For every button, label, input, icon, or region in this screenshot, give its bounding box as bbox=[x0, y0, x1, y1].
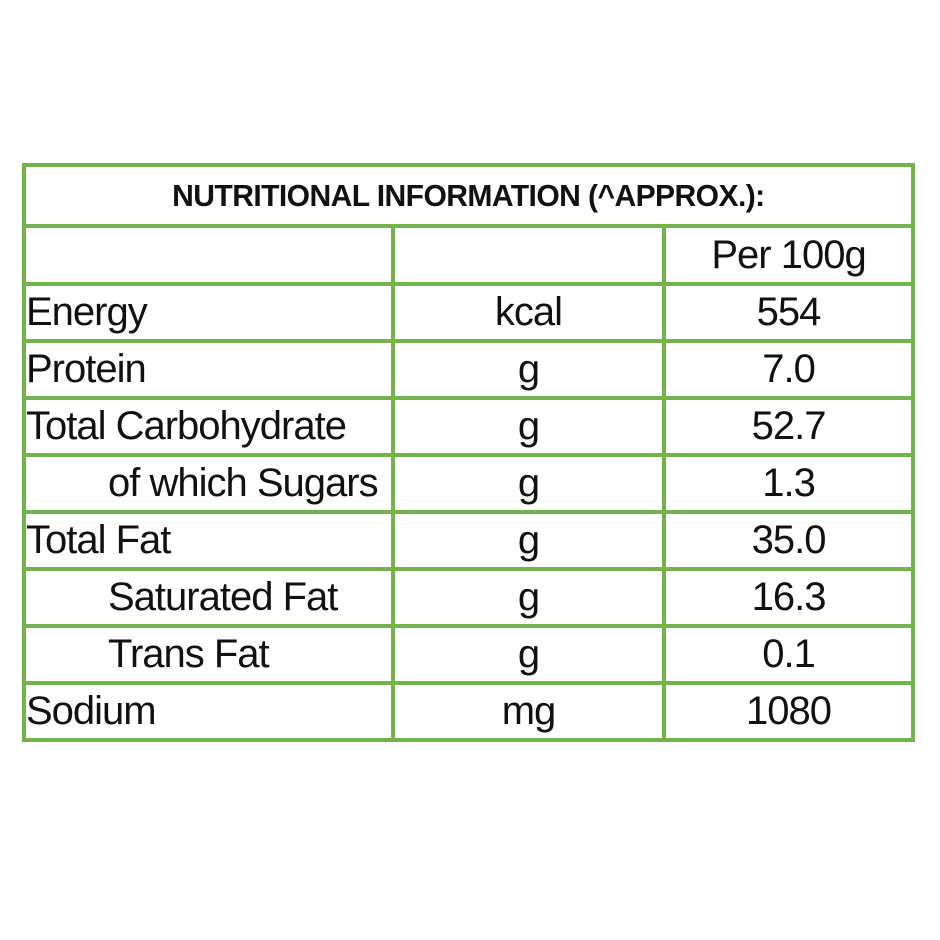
row-unit: g bbox=[390, 453, 667, 514]
table-row: Total Carbohydrate g 52.7 bbox=[22, 396, 915, 457]
table-title: NUTRITIONAL INFORMATION (^APPROX.): bbox=[22, 163, 915, 228]
row-unit: g bbox=[390, 624, 667, 685]
row-value: 35.0 bbox=[662, 510, 915, 571]
row-label: Trans Fat bbox=[22, 624, 395, 685]
row-label: Energy bbox=[22, 282, 395, 343]
row-label: Sodium bbox=[22, 681, 395, 742]
row-unit: mg bbox=[390, 681, 667, 742]
row-unit: g bbox=[390, 396, 667, 457]
table-row: of which Sugars g 1.3 bbox=[22, 453, 915, 514]
row-value: 1.3 bbox=[662, 453, 915, 514]
row-label: of which Sugars bbox=[22, 453, 395, 514]
table-row: Energy kcal 554 bbox=[22, 282, 915, 343]
row-value: 0.1 bbox=[662, 624, 915, 685]
table-row: Total Fat g 35.0 bbox=[22, 510, 915, 571]
table-title-row: NUTRITIONAL INFORMATION (^APPROX.): bbox=[22, 163, 915, 228]
row-label: Total Carbohydrate bbox=[22, 396, 395, 457]
column-header-per-100g: Per 100g bbox=[662, 224, 915, 286]
row-unit: g bbox=[390, 339, 667, 400]
row-value: 52.7 bbox=[662, 396, 915, 457]
row-value: 1080 bbox=[662, 681, 915, 742]
table-row: Saturated Fat g 16.3 bbox=[22, 567, 915, 628]
header-empty-label-cell bbox=[22, 224, 395, 286]
table-row: Protein g 7.0 bbox=[22, 339, 915, 400]
table-header-row: Per 100g bbox=[22, 224, 915, 286]
row-label: Saturated Fat bbox=[22, 567, 395, 628]
row-label: Total Fat bbox=[22, 510, 395, 571]
row-value: 7.0 bbox=[662, 339, 915, 400]
table-row: Sodium mg 1080 bbox=[22, 681, 915, 742]
row-unit: g bbox=[390, 510, 667, 571]
row-unit: kcal bbox=[390, 282, 667, 343]
row-value: 554 bbox=[662, 282, 915, 343]
table-title-text: NUTRITIONAL INFORMATION (^APPROX.): bbox=[172, 177, 765, 213]
table-row: Trans Fat g 0.1 bbox=[22, 624, 915, 685]
nutrition-table: NUTRITIONAL INFORMATION (^APPROX.): Per … bbox=[22, 163, 915, 742]
row-unit: g bbox=[390, 567, 667, 628]
row-value: 16.3 bbox=[662, 567, 915, 628]
header-empty-unit-cell bbox=[390, 224, 667, 286]
nutrition-table-body: NUTRITIONAL INFORMATION (^APPROX.): Per … bbox=[22, 163, 915, 742]
row-label: Protein bbox=[22, 339, 395, 400]
